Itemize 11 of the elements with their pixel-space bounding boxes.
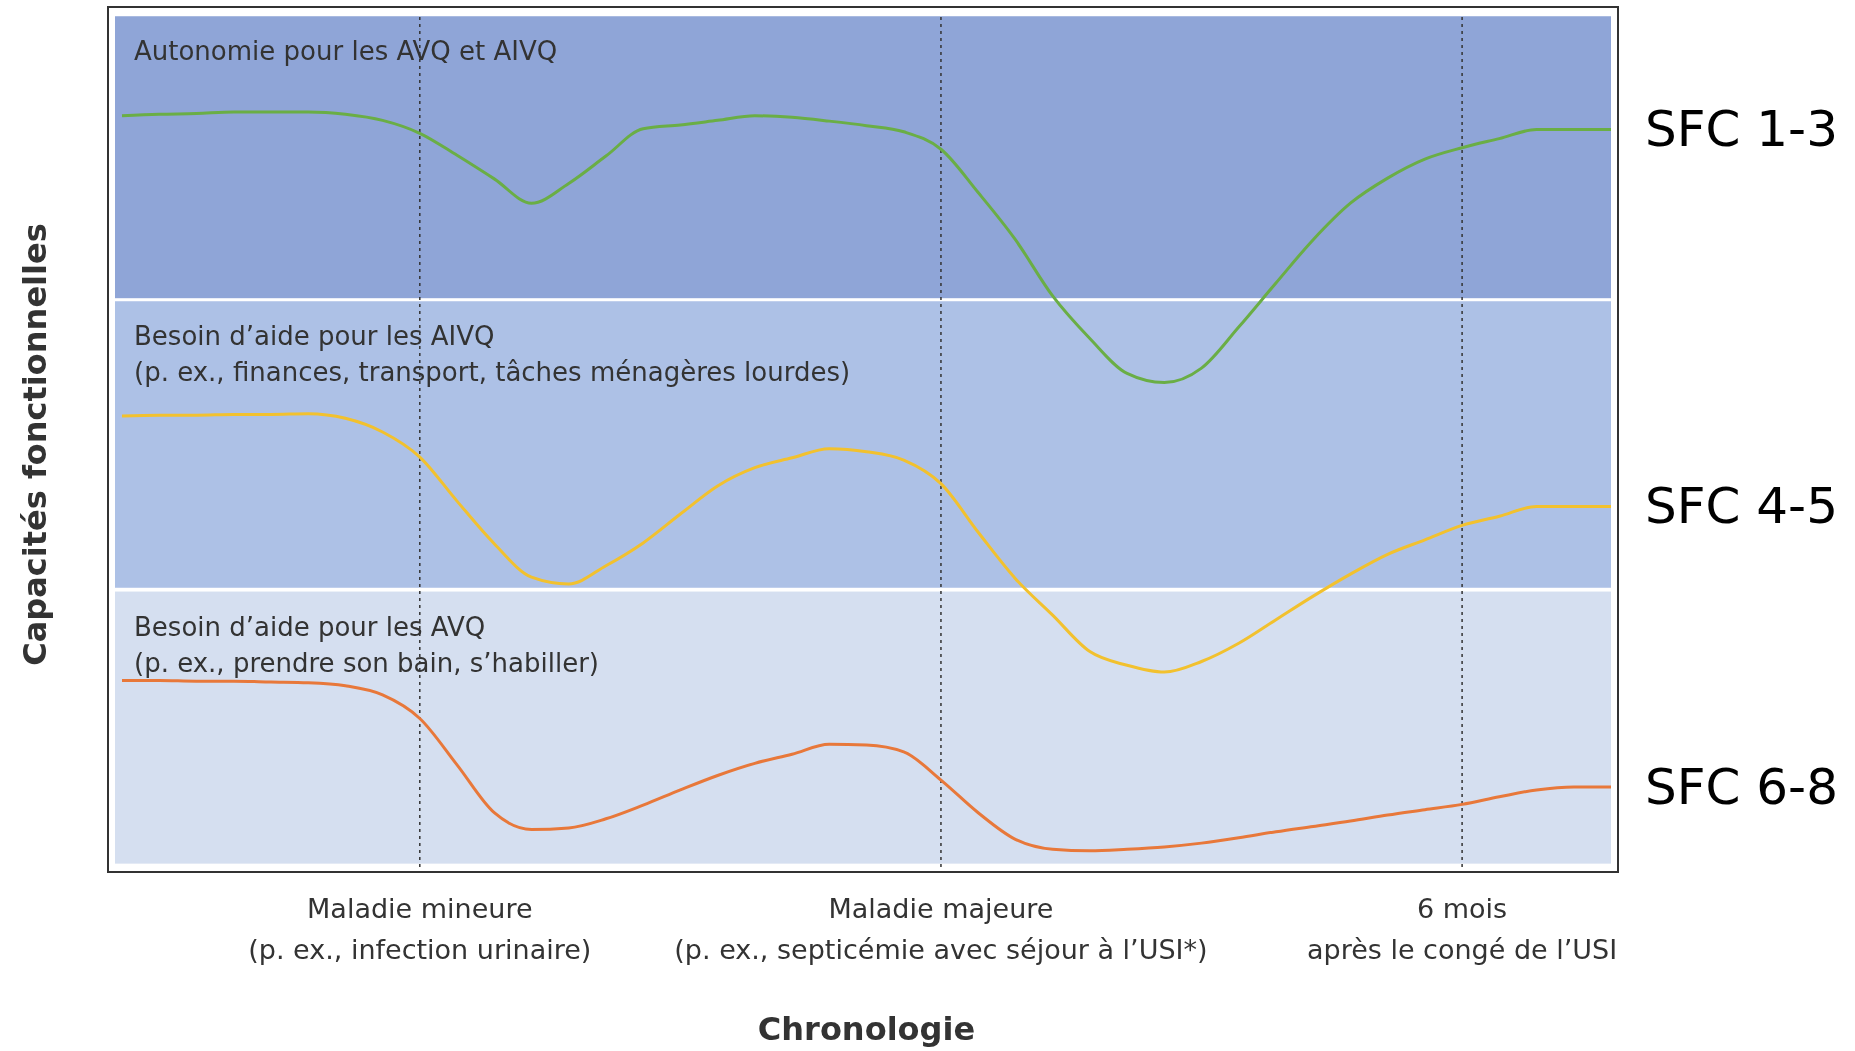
y-axis-title: Capacités fonctionnelles — [16, 223, 54, 666]
series-label: SFC 4-5 — [1645, 477, 1838, 536]
band-label: Besoin d’aide pour les AVQ (p. ex., prendre son bain, s’habiller) — [134, 611, 599, 678]
x-tick-label: Maladie mineure (p. ex., infection urinaire) — [248, 893, 592, 965]
series-label: SFC 1-3 — [1645, 100, 1838, 159]
x-tick-label: 6 mois après le congé de l’USI — [1306, 893, 1618, 965]
x-axis-title: Chronologie — [757, 1010, 976, 1048]
x-tick-label: Maladie majeure (p. ex., septicémie avec séjour à l’USI*) — [674, 893, 1208, 965]
series-label: SFC 6-8 — [1645, 757, 1838, 816]
band-label: Autonomie pour les AVQ et AIVQ — [134, 36, 558, 67]
band-label: Besoin d’aide pour les AIVQ (p. ex., finances, transport, tâches ménagères lourdes) — [134, 321, 851, 388]
